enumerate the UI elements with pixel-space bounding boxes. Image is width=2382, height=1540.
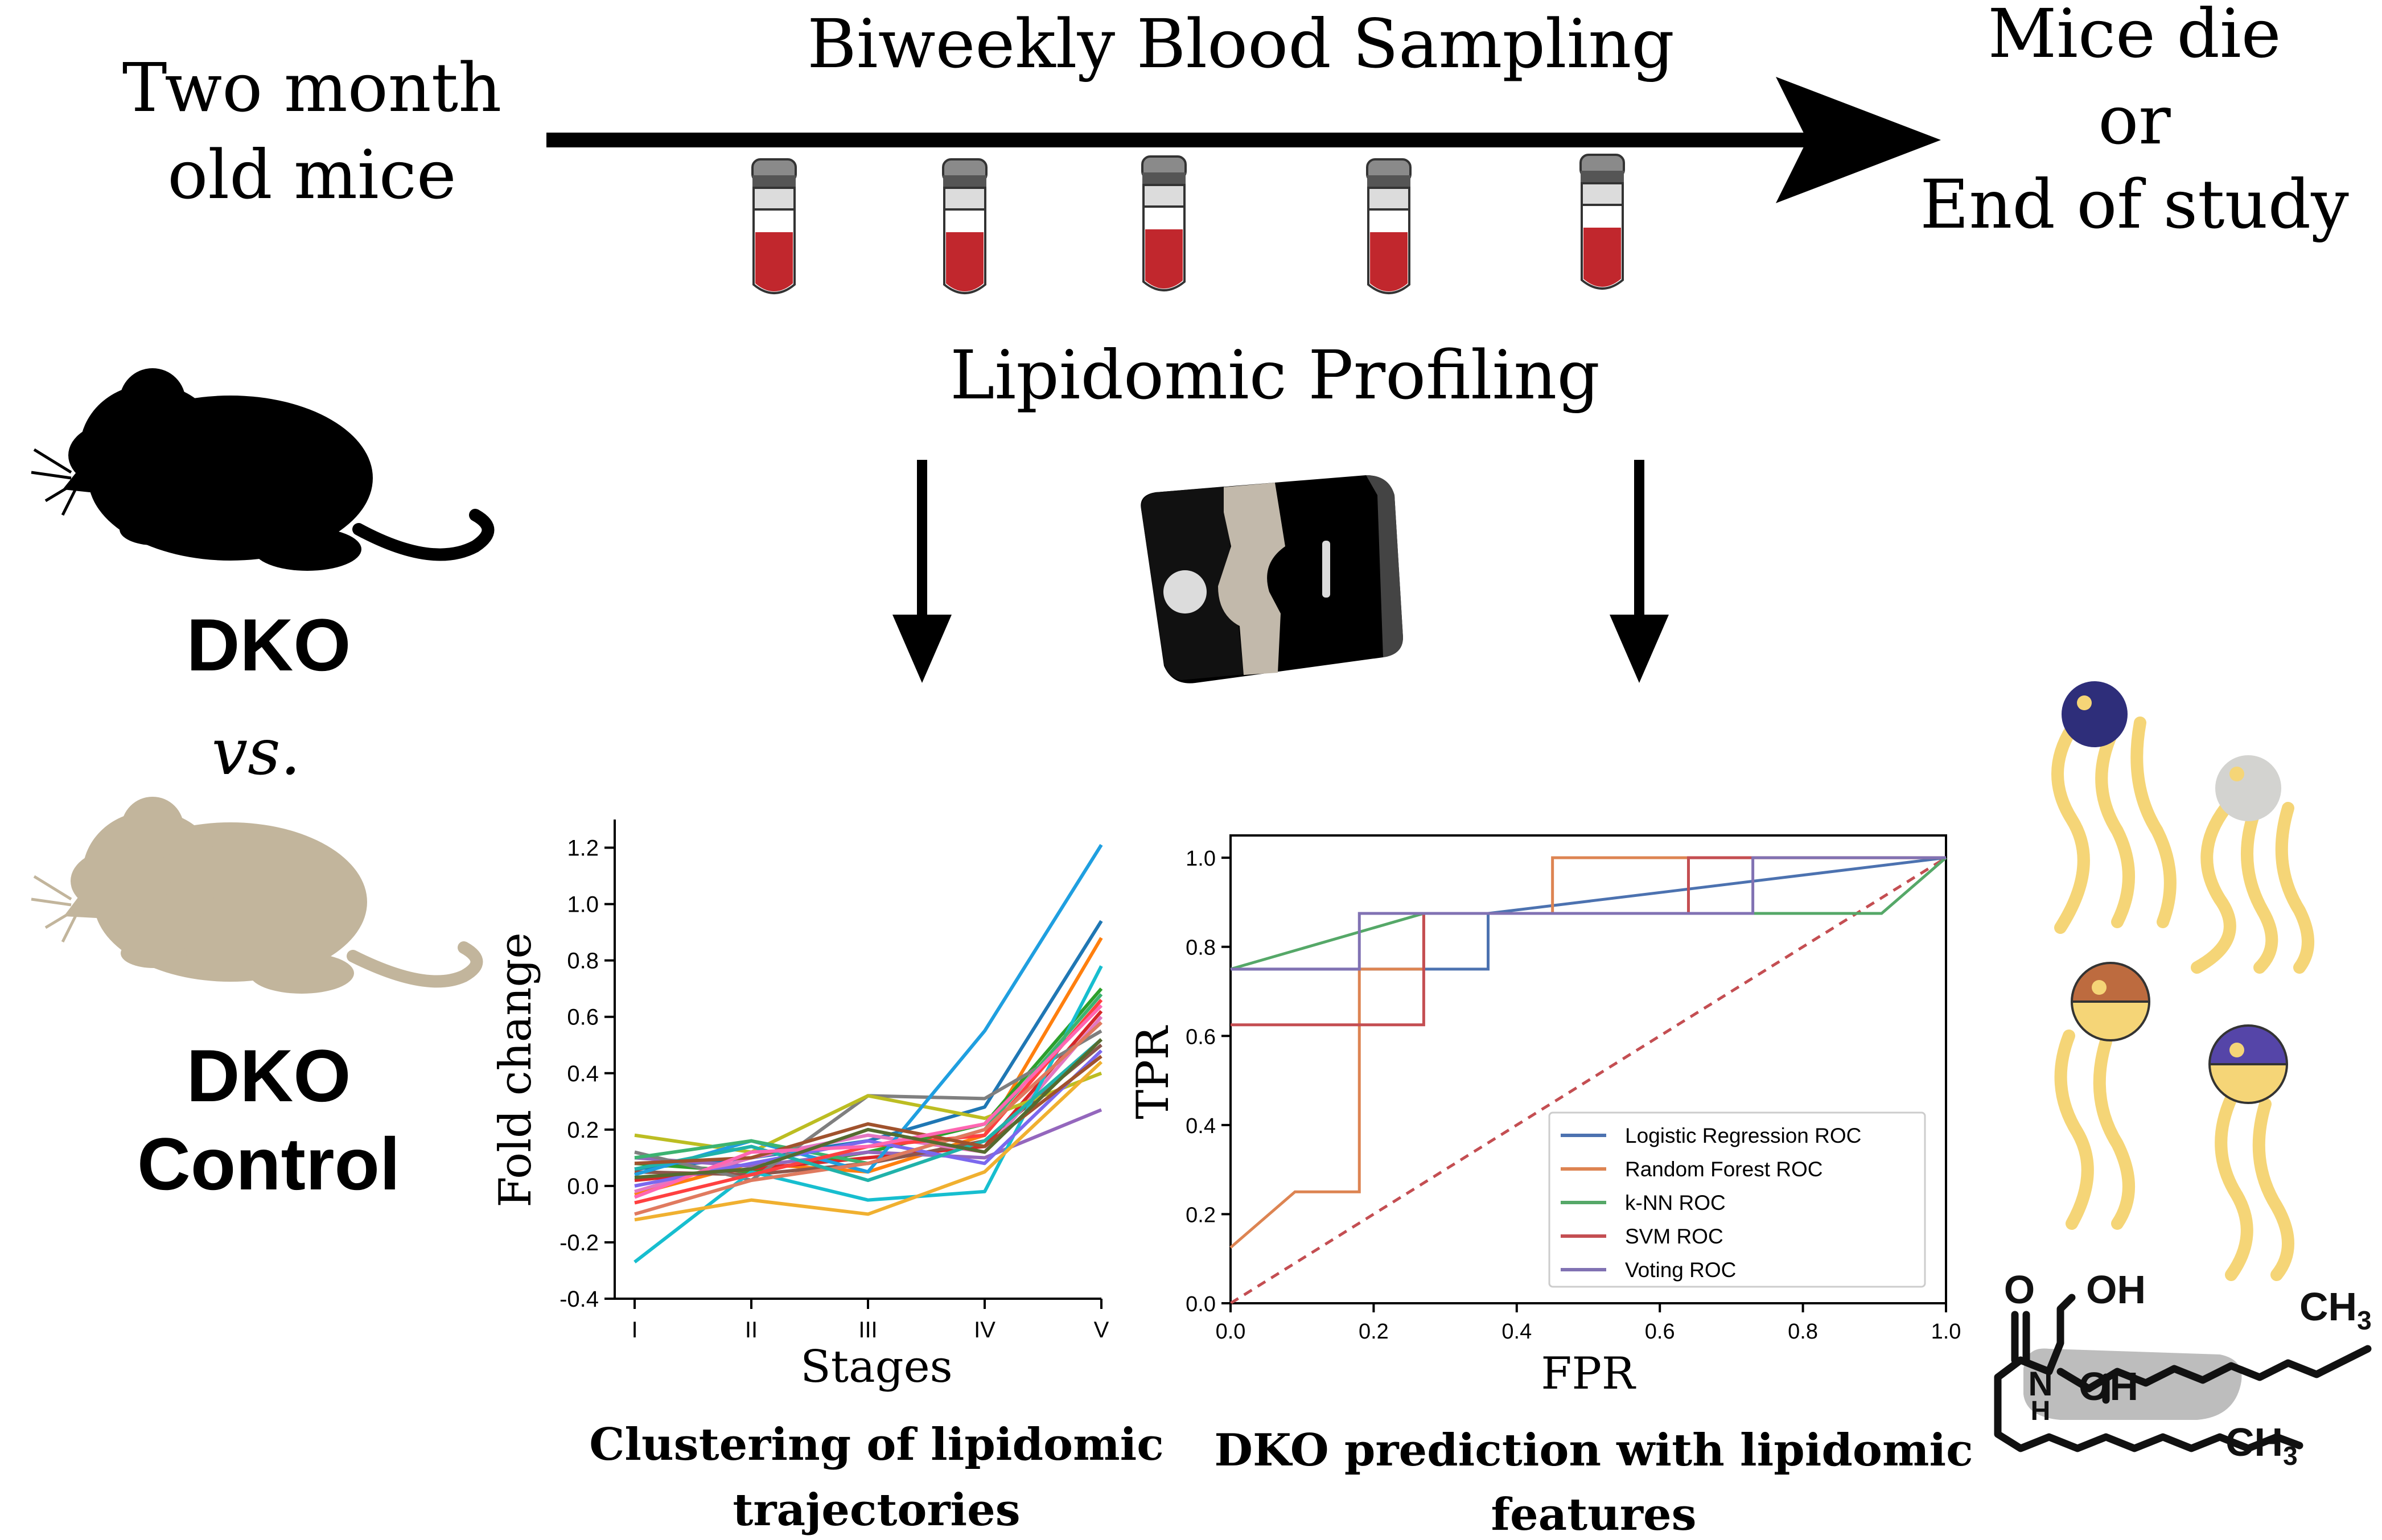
trajectory-x-tick-label: I — [631, 1317, 637, 1343]
caption-left-line1: Clustering of lipidomic — [589, 1419, 1164, 1471]
trajectory-series-line — [633, 1004, 1103, 1199]
chem-h-label: H — [2031, 1396, 2051, 1426]
blood-tube-icon — [942, 158, 988, 294]
lipid-grey-icon — [2191, 755, 2314, 974]
roc-chart: 0.0 0.2 0.4 0.6 0.8 1.0 0.0 0.2 0.4 0.6 0.8 1.0 Lo… — [1128, 834, 1961, 1399]
roc-y-tick-label: 0.6 — [1186, 1025, 1216, 1049]
chem-ch3-bottom-label: CH3 — [2225, 1420, 2298, 1471]
chem-o-label: O — [2004, 1267, 2035, 1312]
trajectory-series-line — [634, 843, 1103, 1176]
trajectory-x-ticks: I II III IV V — [631, 1299, 1109, 1343]
trajectory-y-tick-label: -0.2 — [559, 1230, 599, 1255]
vs-label: vs. — [212, 715, 301, 789]
trajectory-chart: -0.4-0.20.00.20.40.60.81.01.2 I II III IV V … — [490, 820, 1109, 1393]
roc-x-tick-label: 0.0 — [1216, 1320, 1246, 1344]
chem-oh-mid-label: OH — [2079, 1364, 2138, 1409]
mass-spectrometer-icon — [1141, 475, 1403, 683]
caption-left-line2: trajectories — [733, 1484, 1020, 1536]
blood-tube-icon — [1579, 154, 1625, 290]
mouse-dko-icon — [31, 368, 495, 571]
trajectory-series-line — [634, 1038, 1103, 1180]
chemical-structure-icon: O OH CH3 N H OH CH3 — [1994, 1267, 2372, 1471]
roc-x-tick-label: 1.0 — [1931, 1320, 1961, 1344]
down-arrow-right — [1610, 460, 1669, 683]
roc-series-line — [1231, 856, 1946, 971]
roc-x-label: FPR — [1541, 1348, 1636, 1399]
trajectory-series-line — [634, 1060, 1103, 1222]
blood-tube-icon — [1366, 158, 1412, 294]
roc-x-tick-label: 0.2 — [1359, 1320, 1389, 1344]
trajectory-y-tick-label: 0.8 — [567, 949, 599, 974]
trajectory-series-line — [634, 1108, 1102, 1168]
trajectory-y-tick-label: 0.2 — [567, 1118, 599, 1143]
trajectory-x-tick-label: III — [858, 1317, 877, 1343]
roc-legend-label: Voting ROC — [1625, 1258, 1736, 1282]
lipid-brown-icon — [2054, 962, 2150, 1230]
control-label-line2: Control — [137, 1122, 400, 1205]
roc-frame — [1229, 834, 1947, 1304]
trajectory-series-line — [634, 1038, 1102, 1182]
lipid-purple-icon — [2208, 1024, 2294, 1281]
roc-lines — [1229, 856, 1947, 1249]
roc-y-tick-label: 0.2 — [1186, 1203, 1216, 1227]
roc-y-tick-label: 0.0 — [1186, 1292, 1216, 1316]
trajectory-y-tick-label: 0.4 — [567, 1061, 599, 1086]
trajectory-series-line — [633, 965, 1103, 1263]
mouse-control-icon — [31, 797, 483, 994]
start-label-line2: old mice — [167, 135, 456, 214]
end-label-line3: End of study — [1920, 165, 2349, 244]
lipid-dark-blue-icon — [2051, 681, 2177, 934]
roc-legend-label: k-NN ROC — [1625, 1191, 1726, 1214]
down-arrow-left — [892, 460, 952, 683]
trajectory-y-ticks: -0.4 -0.2 0.0 0.2 0.4 0.6 0.8 1.0 1.2 — [559, 836, 615, 1312]
trajectory-x-tick-label: IV — [974, 1317, 995, 1343]
caption-right-line2: features — [1491, 1489, 1696, 1540]
control-label-line1: DKO — [187, 1034, 351, 1117]
chem-ch3-top-label: CH3 — [2299, 1284, 2372, 1335]
blood-tube-icon — [751, 158, 797, 294]
chem-oh-top-label: OH — [2086, 1267, 2146, 1312]
blood-tubes — [751, 154, 1625, 294]
trajectory-y-tick-label: -0.4 — [559, 1287, 599, 1312]
trajectory-x-label: Stages — [800, 1341, 952, 1393]
caption-right-line1: DKO prediction with lipidomic — [1214, 1424, 1973, 1476]
roc-x-tick-label: 0.8 — [1788, 1320, 1818, 1344]
roc-legend-label: Logistic Regression ROC — [1625, 1124, 1861, 1147]
trajectory-x-tick-label: II — [745, 1317, 758, 1343]
trajectory-y-tick-label: 1.2 — [567, 836, 599, 861]
trajectory-y-tick-label: 0.0 — [567, 1174, 599, 1199]
roc-chance-line — [1229, 857, 1947, 1305]
end-label-line2: or — [2098, 81, 2171, 159]
roc-x-tick-label: 0.4 — [1501, 1320, 1532, 1344]
roc-legend-label: SVM ROC — [1625, 1225, 1723, 1248]
trajectory-y-tick-label: 1.0 — [567, 892, 599, 917]
roc-series-line — [1231, 856, 1946, 1027]
roc-y-label: TPR — [1128, 1025, 1179, 1119]
trajectory-y-tick-label: 0.6 — [567, 1005, 599, 1030]
roc-y-tick-label: 0.4 — [1186, 1114, 1216, 1138]
trajectory-series-line — [634, 1021, 1103, 1216]
trajectory-axes — [614, 820, 1101, 1300]
roc-diagonal — [1229, 857, 1947, 1305]
chem-n-label: N — [2028, 1365, 2052, 1403]
end-label-line1: Mice die — [1988, 0, 2281, 73]
roc-x-tick-label: 0.6 — [1645, 1320, 1675, 1344]
trajectory-y-label: Fold change — [490, 932, 541, 1207]
roc-legend: Logistic Regression ROC Random Forest ROC… — [1548, 1111, 1926, 1288]
blood-tube-icon — [1141, 155, 1187, 291]
trajectory-x-tick-label: V — [1094, 1317, 1109, 1343]
timeline-arrow — [546, 77, 1941, 203]
sampling-label: Biweekly Blood Sampling — [807, 5, 1675, 83]
roc-legend-label: Random Forest ROC — [1625, 1158, 1823, 1181]
profiling-label: Lipidomic Profiling — [950, 336, 1600, 414]
roc-x-ticks: 0.0 0.2 0.4 0.6 0.8 1.0 — [1216, 1303, 1961, 1344]
trajectory-lines — [633, 843, 1103, 1263]
roc-y-tick-label: 0.8 — [1186, 936, 1216, 960]
dko-label: DKO — [187, 603, 351, 686]
roc-y-tick-label: 1.0 — [1186, 847, 1216, 871]
start-label-line1: Two month — [122, 48, 501, 127]
roc-y-ticks: 0.0 0.2 0.4 0.6 0.8 1.0 — [1186, 847, 1231, 1316]
